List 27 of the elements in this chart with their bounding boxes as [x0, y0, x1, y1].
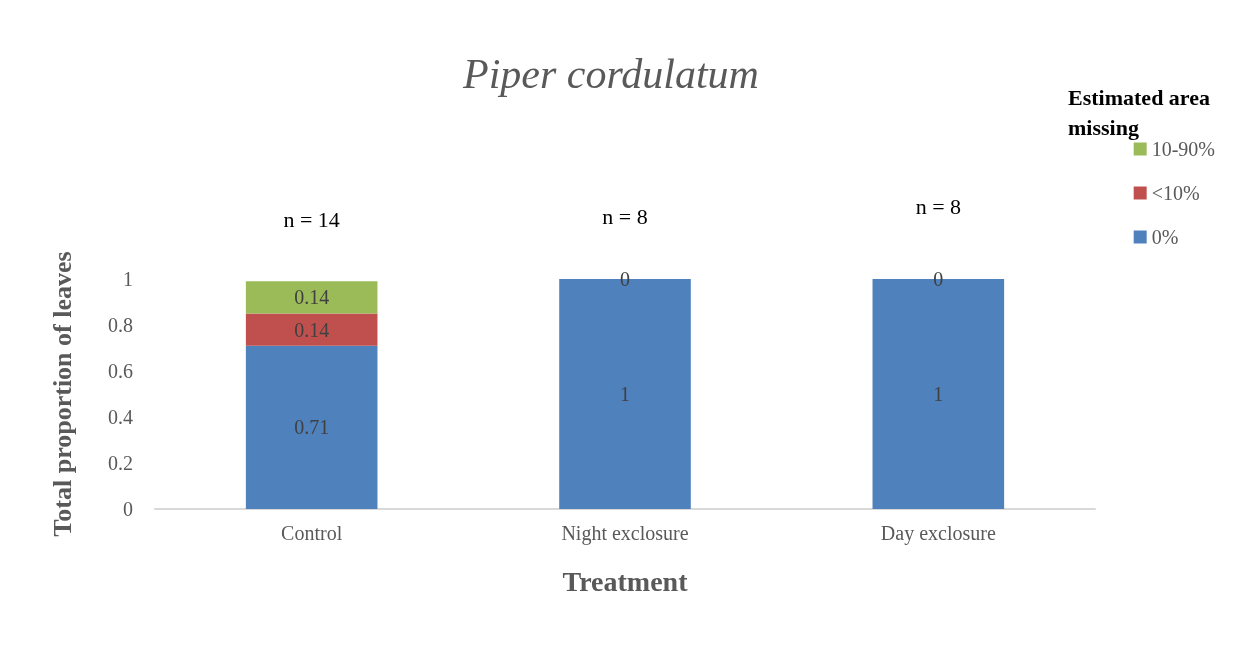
- y-tick-label: 1: [123, 268, 133, 290]
- data-label: 0.71: [294, 416, 330, 439]
- data-label: 0.14: [294, 286, 330, 309]
- bar: [245, 281, 378, 314]
- y-axis-title: Total proportion of leaves: [47, 251, 77, 537]
- y-tick-label: 0.2: [108, 452, 133, 474]
- legend-label: 10-90%: [1151, 138, 1216, 160]
- text: n = 14: [283, 206, 340, 232]
- y-tick-label: 0.8: [108, 314, 133, 336]
- x-tick-label: Day exclosure: [880, 522, 996, 545]
- text: n = 8: [915, 193, 962, 219]
- bar: [245, 313, 378, 346]
- chart-title: Piper cordulatum: [462, 51, 759, 97]
- text: n = 8: [602, 203, 648, 229]
- x-tick-label: Control: [281, 522, 343, 544]
- x-axis-title: Treatment: [562, 565, 689, 597]
- y-tick-label: 0.6: [108, 360, 133, 382]
- bar: [245, 345, 378, 509]
- data-label: 1: [933, 383, 944, 405]
- legend-label: 0%: [1151, 226, 1179, 248]
- x-tick-label: Night exclosure: [561, 522, 689, 545]
- legend-title: Estimated area missing: [1068, 84, 1211, 140]
- y-tick-label: 0: [123, 498, 133, 520]
- data-label: 0.14: [294, 318, 330, 341]
- legend-label: <10%: [1151, 182, 1200, 204]
- y-tick-label: 0.4: [108, 406, 133, 428]
- data-label: 1: [620, 383, 630, 405]
